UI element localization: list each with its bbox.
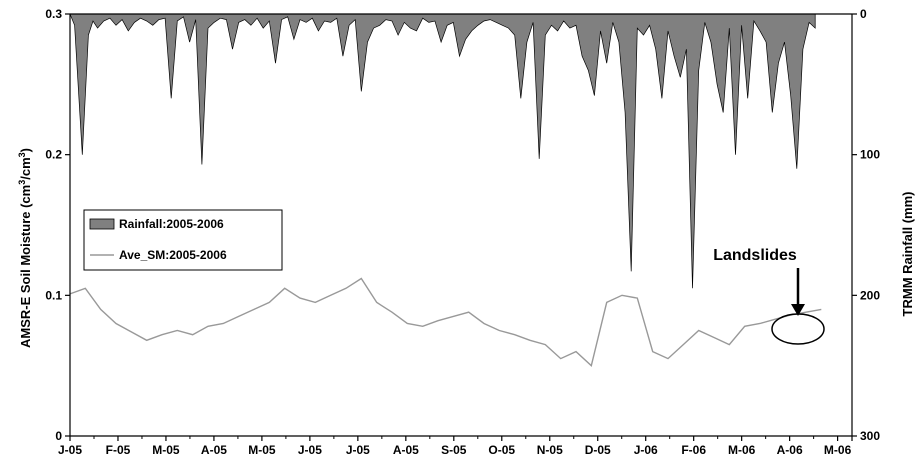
rainfall-area [69,13,816,289]
landslides-annotation: Landslides [713,247,825,345]
y-right-ticks: 0 100 200 300 [852,7,880,443]
y-left-tick-label: 0.3 [45,7,62,21]
legend: Rainfall:2005-2006 Ave_SM:2005-2006 [83,209,283,271]
x-tick-label: A-06 [777,443,803,457]
x-ticks: J-05 F-05 M-05 A-05 M-05 J-05 J-05 A-05 S-05 O-05… [58,436,853,457]
x-tick-label: J-05 [346,443,370,457]
y-right-tick-label: 100 [860,148,880,162]
x-tick-label: J-05 [58,443,82,457]
landslides-circle [771,313,825,345]
y-left-axis-title: AMSR-E Soil Moisture (cm3/cm3) [17,148,33,348]
legend-rainfall-swatch [89,218,115,230]
soil-moisture-line [69,277,822,368]
x-tick-label: N-05 [537,443,563,457]
legend-rainfall-label: Rainfall:2005-2006 [119,217,224,231]
y-right-axis-title: TRMM Rainfall (mm) [900,192,915,317]
y-right-tick-label: 0 [860,7,867,21]
y-right-tick-label: 300 [860,429,880,443]
y-left-ticks: 0 0.1 0.2 0.3 [45,7,70,443]
landslides-arrow-head [791,304,805,316]
x-tick-label: A-05 [393,443,419,457]
y-left-tick-label: 0.1 [45,288,62,302]
soil-moisture-series [69,277,822,368]
x-tick-label: S-05 [441,443,467,457]
y-left-tick-label: 0.2 [45,148,62,162]
x-tick-label: F-05 [106,443,131,457]
x-tick-label: M-05 [248,443,276,457]
y-left-tick-label: 0 [55,429,62,443]
x-tick-label: D-05 [585,443,611,457]
x-tick-label: F-06 [681,443,706,457]
y-right-tick-label: 200 [860,288,880,302]
x-tick-label: J-06 [634,443,658,457]
x-tick-label: O-05 [488,443,515,457]
x-tick-label: A-05 [201,443,227,457]
x-tick-label: M-05 [152,443,180,457]
axes [69,13,853,437]
legend-soil-moisture-label: Ave_SM:2005-2006 [119,248,227,262]
rainfall-series [69,13,816,289]
legend-box [83,209,283,271]
landslides-label: Landslides [713,247,797,264]
x-tick-label: M-06 [824,443,852,457]
x-tick-label: J-05 [298,443,322,457]
x-tick-label: M-06 [728,443,756,457]
